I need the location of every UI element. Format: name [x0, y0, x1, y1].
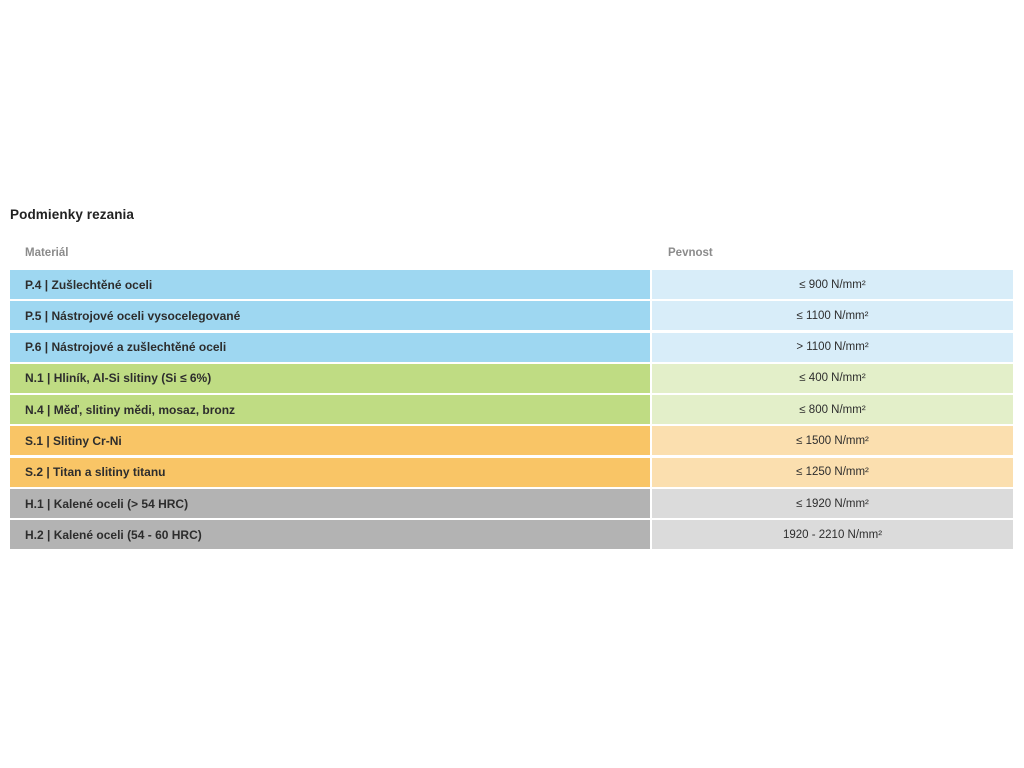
- table-row: P.6 | Nástrojové a zušlechtěné oceli > 11…: [10, 332, 1013, 362]
- material-cell: P.4 | Zušlechtěné oceli: [10, 270, 650, 299]
- table-row: N.1 | Hliník, Al-Si slitiny (Si ≤ 6%) ≤ 4…: [10, 363, 1013, 393]
- strength-cell: ≤ 1250 N/mm²: [652, 457, 1013, 487]
- strength-cell: 1920 - 2210 N/mm²: [652, 520, 1013, 550]
- strength-cell: ≤ 1500 N/mm²: [652, 426, 1013, 456]
- material-cell: S.2 | Titan a slitiny titanu: [10, 457, 650, 487]
- strength-cell: ≤ 400 N/mm²: [652, 363, 1013, 393]
- material-cell: H.1 | Kalené oceli (> 54 HRC): [10, 489, 650, 519]
- page-title: Podmienky rezania: [10, 207, 134, 222]
- table-row: H.1 | Kalené oceli (> 54 HRC) ≤ 1920 N/mm…: [10, 489, 1013, 519]
- material-cell: P.6 | Nástrojové a zušlechtěné oceli: [10, 332, 650, 362]
- table-row: N.4 | Měď, slitiny mědi, mosaz, bronz ≤ 8…: [10, 395, 1013, 425]
- table-row: S.2 | Titan a slitiny titanu ≤ 1250 N/mm²: [10, 457, 1013, 487]
- table-row: P.4 | Zušlechtěné oceli ≤ 900 N/mm²: [10, 270, 1013, 299]
- table-row: P.5 | Nástrojové oceli vysocelegované ≤ 1…: [10, 301, 1013, 331]
- column-header-strength: Pevnost: [668, 247, 713, 259]
- material-cell: N.4 | Měď, slitiny mědi, mosaz, bronz: [10, 395, 650, 425]
- material-strength-table: Materiál Pevnost P.4 | Zušlechtěné oceli…: [10, 247, 1013, 550]
- strength-cell: ≤ 1920 N/mm²: [652, 489, 1013, 519]
- material-cell: S.1 | Slitiny Cr-Ni: [10, 426, 650, 456]
- material-table-body: P.4 | Zušlechtěné oceli ≤ 900 N/mm² P.5 | …: [10, 270, 1013, 550]
- strength-cell: ≤ 900 N/mm²: [652, 270, 1013, 299]
- material-cell: H.2 | Kalené oceli (54 - 60 HRC): [10, 520, 650, 550]
- table-row: S.1 | Slitiny Cr-Ni ≤ 1500 N/mm²: [10, 426, 1013, 456]
- strength-cell: > 1100 N/mm²: [652, 332, 1013, 362]
- table-row: H.2 | Kalené oceli (54 - 60 HRC) 1920 - 2…: [10, 520, 1013, 550]
- column-header-material: Materiál: [25, 247, 69, 259]
- material-cell: N.1 | Hliník, Al-Si slitiny (Si ≤ 6%): [10, 363, 650, 393]
- strength-cell: ≤ 1100 N/mm²: [652, 301, 1013, 331]
- table-header-row: Materiál Pevnost: [10, 247, 1013, 259]
- strength-cell: ≤ 800 N/mm²: [652, 395, 1013, 425]
- material-cell: P.5 | Nástrojové oceli vysocelegované: [10, 301, 650, 331]
- cutting-conditions-section: Podmienky rezania Materiál Pevnost P.4 |…: [10, 207, 1013, 550]
